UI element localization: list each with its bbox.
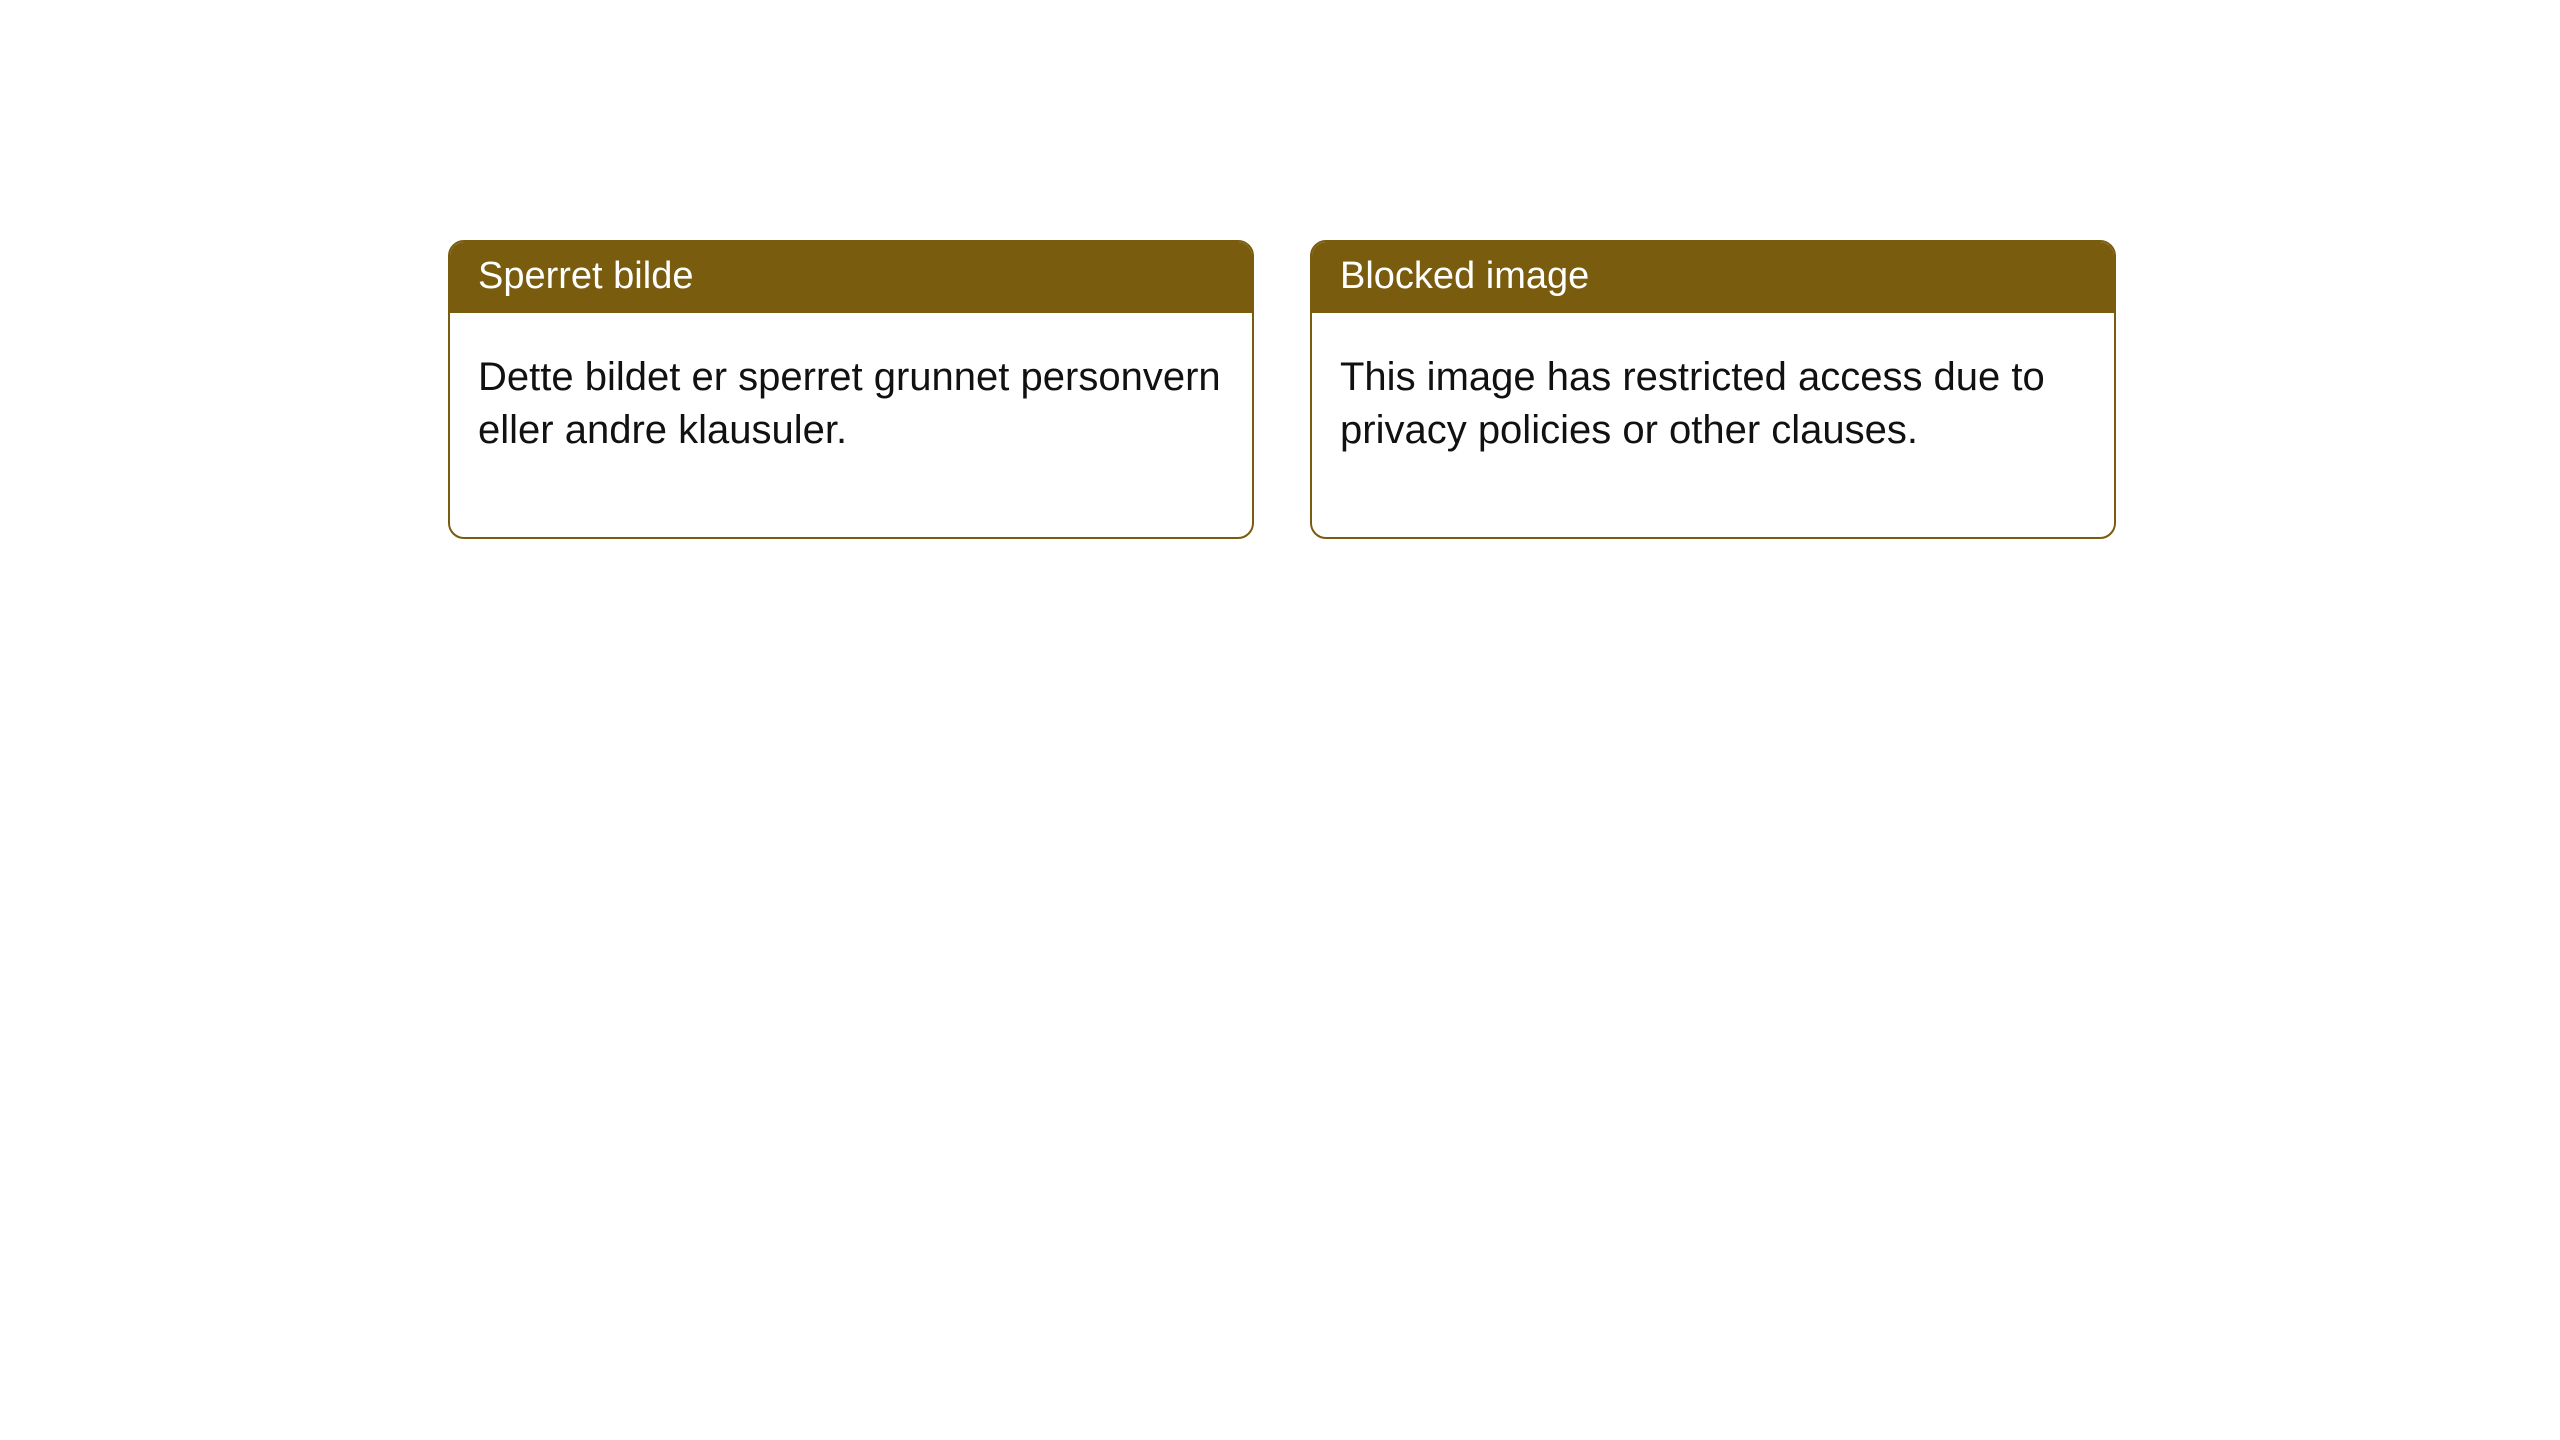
card-title: Blocked image	[1340, 255, 1589, 297]
blocked-image-card-no: Sperret bilde Dette bildet er sperret gr…	[448, 240, 1254, 539]
card-body: This image has restricted access due to …	[1312, 313, 2114, 537]
card-body-text: Dette bildet er sperret grunnet personve…	[478, 355, 1221, 452]
card-body-text: This image has restricted access due to …	[1340, 355, 2045, 452]
card-body: Dette bildet er sperret grunnet personve…	[450, 313, 1252, 537]
blocked-image-card-en: Blocked image This image has restricted …	[1310, 240, 2116, 539]
card-header: Sperret bilde	[450, 242, 1252, 313]
card-header: Blocked image	[1312, 242, 2114, 313]
card-title: Sperret bilde	[478, 255, 693, 297]
notice-container: Sperret bilde Dette bildet er sperret gr…	[0, 0, 2560, 539]
